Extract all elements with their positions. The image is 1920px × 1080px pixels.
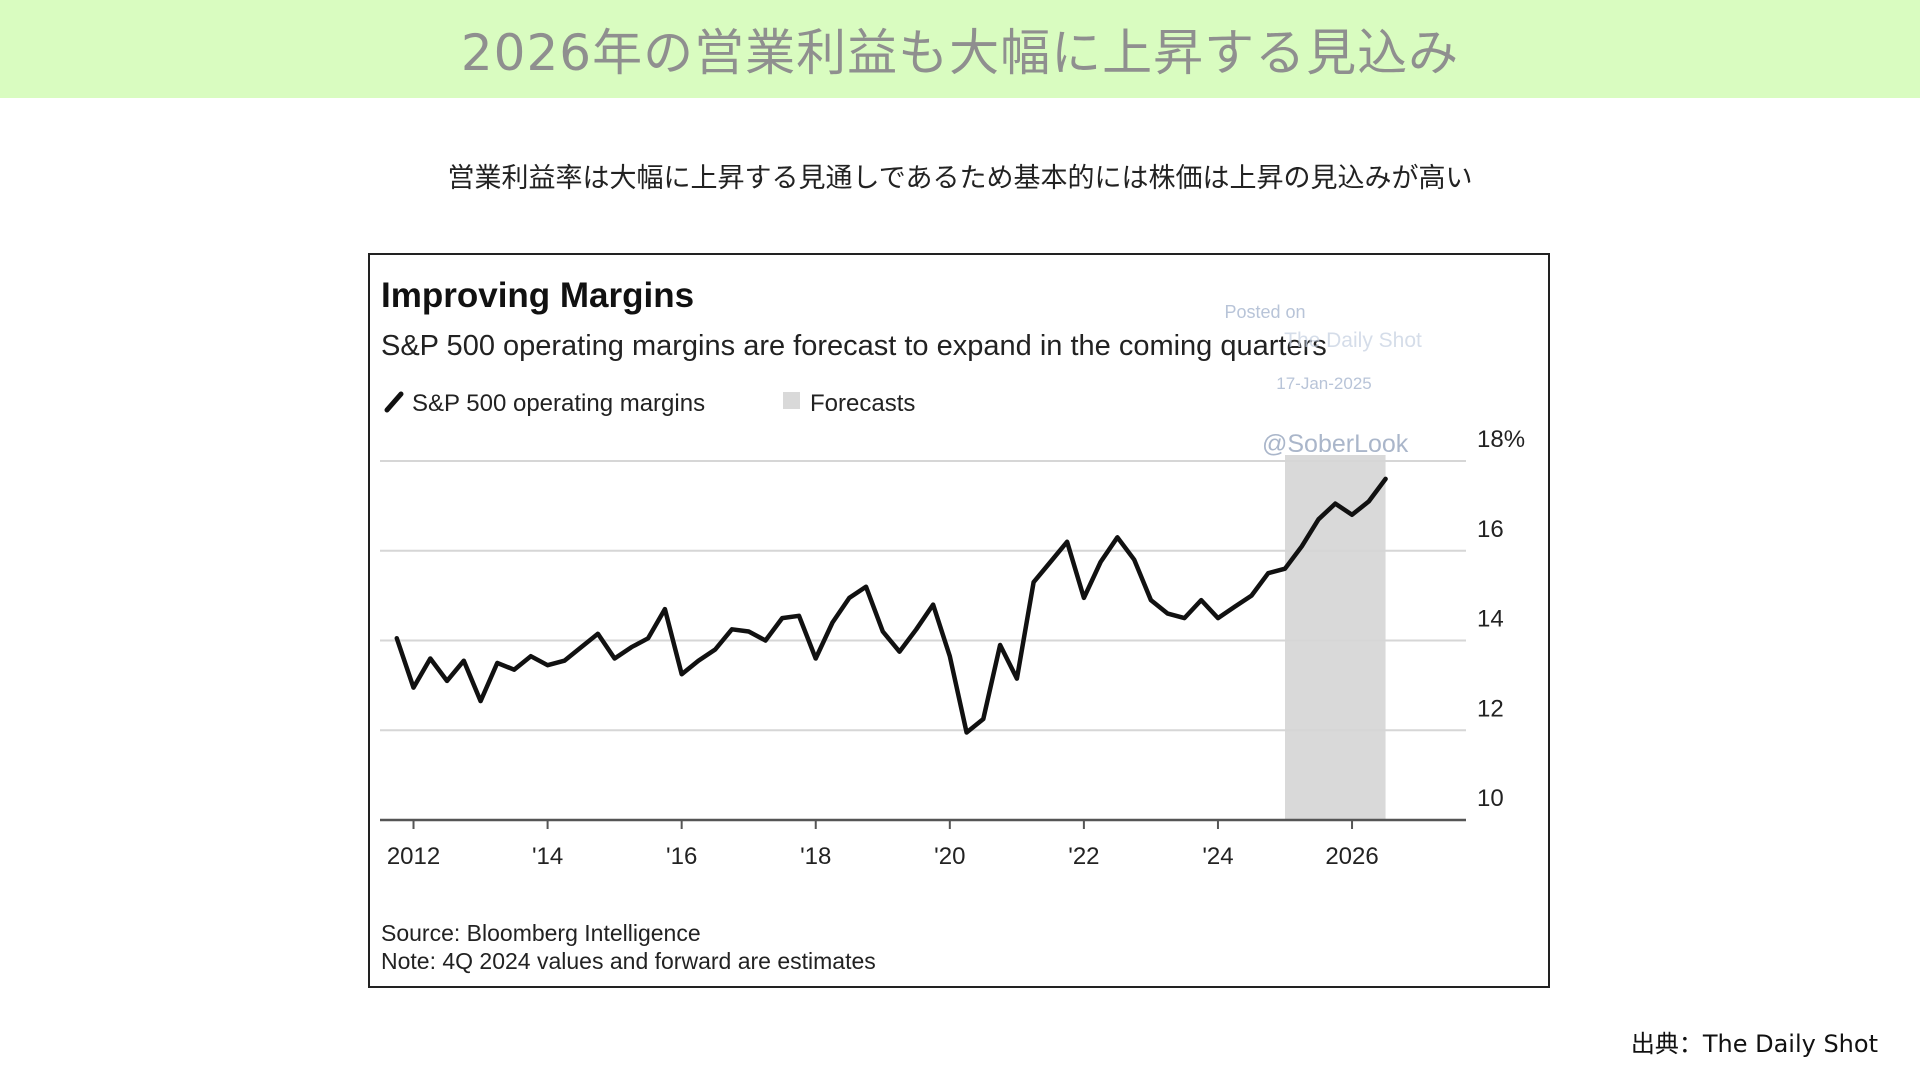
y-tick-label: 12: [1477, 695, 1504, 722]
x-tick-label: '24: [1202, 843, 1233, 870]
y-tick-label: 16: [1477, 516, 1504, 543]
chart-source: Source: Bloomberg Intelligence: [381, 920, 701, 946]
source-credit: 出典：The Daily Shot: [1630, 1030, 1878, 1058]
watermark-date: 17-Jan-2025: [1276, 374, 1371, 393]
chart-legend: S&P 500 operating margins Forecasts: [384, 390, 915, 417]
legend-label-forecasts: Forecasts: [810, 390, 915, 417]
x-tick-label: '22: [1068, 843, 1099, 870]
chart-subtitle: S&P 500 operating margins are forecast t…: [381, 330, 1327, 362]
watermark: Posted on The Daily Shot 17-Jan-2025 @So…: [1224, 302, 1422, 458]
header-banner: 2026年の営業利益も大幅に上昇する見込み: [0, 0, 1920, 98]
margins-chart: 2012 '14 '16 '18 '20 '22 '24 2026 10 12 14 16 18% I…: [380, 276, 1525, 974]
x-tick-label: 2012: [387, 843, 440, 870]
legend-shade-swatch: [783, 392, 800, 409]
page-heading: 2026年の営業利益も大幅に上昇する見込み: [460, 24, 1460, 82]
chart-title: Improving Margins: [381, 276, 694, 315]
y-axis: 10 12 14 16 18%: [1477, 426, 1525, 812]
y-tick-label: 14: [1477, 606, 1504, 633]
page-subtitle: 営業利益率は大幅に上昇する見通しであるため基本的には株価は上昇の見込みが高い: [447, 163, 1473, 194]
y-tick-label: 18%: [1477, 426, 1525, 453]
chart-frame: 2012 '14 '16 '18 '20 '22 '24 2026 10 12 14 16 18% I…: [368, 253, 1550, 988]
series-line-sp500-operating-margins: [394, 476, 1388, 735]
y-tick-label: 10: [1477, 785, 1504, 812]
x-tick-label: '16: [666, 843, 697, 870]
gridlines: [380, 460, 1466, 732]
watermark-posted-on: Posted on: [1224, 302, 1305, 322]
x-tick-label: 2026: [1325, 843, 1378, 870]
x-tick-label: '20: [934, 843, 965, 870]
watermark-handle: @SoberLook: [1262, 430, 1409, 458]
x-tick-label: '18: [800, 843, 831, 870]
legend-label-series: S&P 500 operating margins: [412, 390, 705, 417]
chart-note: Note: 4Q 2024 values and forward are est…: [381, 948, 876, 974]
x-tick-label: '14: [532, 843, 563, 870]
forecast-shade: [1285, 455, 1386, 820]
x-axis: 2012 '14 '16 '18 '20 '22 '24 2026: [387, 820, 1379, 870]
legend-line-icon: [384, 391, 404, 413]
watermark-site: The Daily Shot: [1284, 329, 1422, 352]
